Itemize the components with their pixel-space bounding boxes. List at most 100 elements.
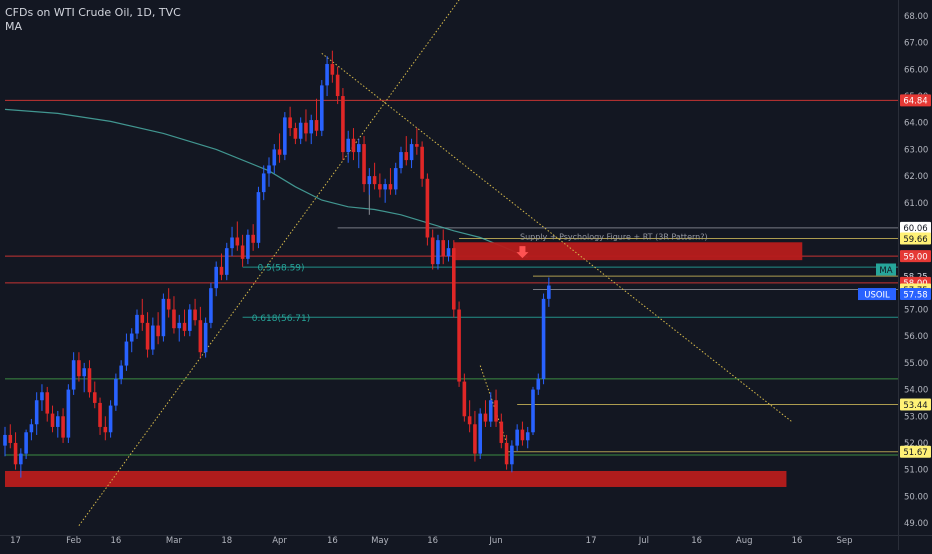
- candle-body: [61, 416, 65, 438]
- candle-body: [261, 173, 266, 193]
- price-tag-53-44: 53.44: [903, 401, 927, 411]
- candle-body: [151, 325, 155, 350]
- x-tick-label: Aug: [736, 536, 753, 546]
- candle-body: [404, 152, 409, 161]
- candle-body: [66, 389, 71, 438]
- price-tag-53-44-bg: [900, 398, 931, 411]
- candle-body: [415, 144, 419, 147]
- price-tag-59-66-bg: [900, 232, 931, 245]
- demand-zone: [5, 470, 787, 487]
- candle-body: [230, 237, 234, 249]
- y-tick-label: 51.00: [904, 466, 928, 476]
- price-tag-60-06: 60.06: [903, 224, 927, 234]
- y-tick-label: 66.00: [904, 65, 928, 75]
- candle-body: [251, 234, 255, 243]
- candle-body: [198, 320, 203, 353]
- candle-body: [520, 429, 525, 441]
- candle-body: [457, 309, 461, 382]
- supply-zone: [453, 242, 803, 261]
- candle-body: [156, 325, 160, 337]
- candle-body: [82, 368, 86, 377]
- candle-body: [462, 381, 467, 417]
- y-tick-label: 56.00: [904, 332, 928, 342]
- candle-body: [203, 322, 208, 353]
- candle-body: [335, 74, 340, 97]
- candle-body: [298, 122, 303, 139]
- candle-body: [446, 248, 451, 257]
- candle-body: [341, 96, 345, 153]
- x-tick-label: Sep: [837, 536, 853, 546]
- candle-body: [267, 165, 271, 174]
- x-tick-label: Jun: [488, 536, 502, 546]
- candle-body: [240, 245, 245, 259]
- candle-body: [467, 416, 472, 425]
- candle-body: [277, 149, 282, 155]
- candle-body: [547, 285, 551, 299]
- candle-body: [172, 309, 176, 329]
- price-tag-59-66: 59.66: [903, 235, 927, 245]
- candle-body: [351, 138, 356, 153]
- candle-body: [119, 365, 123, 379]
- symbol-tag-bg: [858, 288, 896, 301]
- y-tick-label: 68.00: [904, 12, 928, 22]
- candle-body: [114, 378, 118, 406]
- y-tick-label: 52.00: [904, 439, 928, 449]
- candle-body: [161, 298, 166, 337]
- candle-body: [235, 237, 240, 246]
- candle-body: [441, 240, 446, 257]
- x-tick-label: 16: [110, 536, 121, 546]
- price-tag-57-58: 57.58: [903, 290, 927, 300]
- candle-body: [325, 64, 329, 86]
- candle-body: [536, 378, 541, 390]
- candle-body: [77, 360, 81, 377]
- candle-body: [420, 146, 424, 179]
- x-tick-label: May: [371, 536, 389, 546]
- candle-body: [288, 117, 292, 129]
- y-tick-label: 54.00: [904, 386, 928, 396]
- price-tag-57-58-bg: [900, 288, 931, 301]
- candle-body: [8, 434, 13, 443]
- candle-body: [224, 248, 229, 275]
- chart-legend: CFDs on WTI Crude Oil, 1D, TVC MA: [5, 6, 181, 34]
- y-tick-label: 67.00: [904, 39, 928, 49]
- candle-body: [388, 184, 393, 190]
- candle-body: [56, 416, 60, 427]
- candle-body: [98, 402, 102, 427]
- candle-body: [272, 149, 277, 166]
- ma-line: [4, 108, 528, 259]
- price-tag-51-67-bg: [900, 445, 931, 458]
- candle-body: [393, 168, 398, 190]
- candle-body: [124, 341, 129, 366]
- candle-body: [87, 368, 92, 393]
- candle-body: [356, 144, 361, 153]
- y-tick-label: 50.00: [904, 492, 928, 502]
- indicator-label: MA: [5, 20, 23, 33]
- chart-title: CFDs on WTI Crude Oil, 1D, TVC: [5, 6, 181, 19]
- candle-body: [309, 120, 314, 134]
- candle-body: [50, 413, 55, 427]
- x-tick-label: 16: [691, 536, 702, 546]
- candle-body: [515, 429, 519, 446]
- candle-body: [504, 442, 509, 465]
- candle-body: [367, 176, 372, 185]
- arrow-down-icon: [516, 246, 529, 259]
- candle-body: [372, 176, 377, 185]
- candle-body: [499, 421, 504, 443]
- price-tag-51-67: 51.67: [903, 448, 927, 458]
- candle-body: [478, 413, 482, 454]
- price-tag-59-00: 59.00: [903, 252, 927, 262]
- candle-body: [541, 298, 546, 379]
- ma-tag: MA: [879, 266, 892, 276]
- candle-body: [40, 392, 44, 401]
- candle-body: [246, 234, 250, 259]
- y-tick-label: 64.00: [904, 119, 928, 129]
- candle-body: [436, 240, 440, 265]
- x-tick-label: 16: [427, 536, 438, 546]
- candle-body: [383, 184, 387, 190]
- candle-body: [346, 138, 350, 153]
- candle-body: [494, 400, 498, 422]
- candle-body: [92, 392, 97, 403]
- candle-body: [510, 445, 514, 465]
- candle-body: [145, 322, 150, 350]
